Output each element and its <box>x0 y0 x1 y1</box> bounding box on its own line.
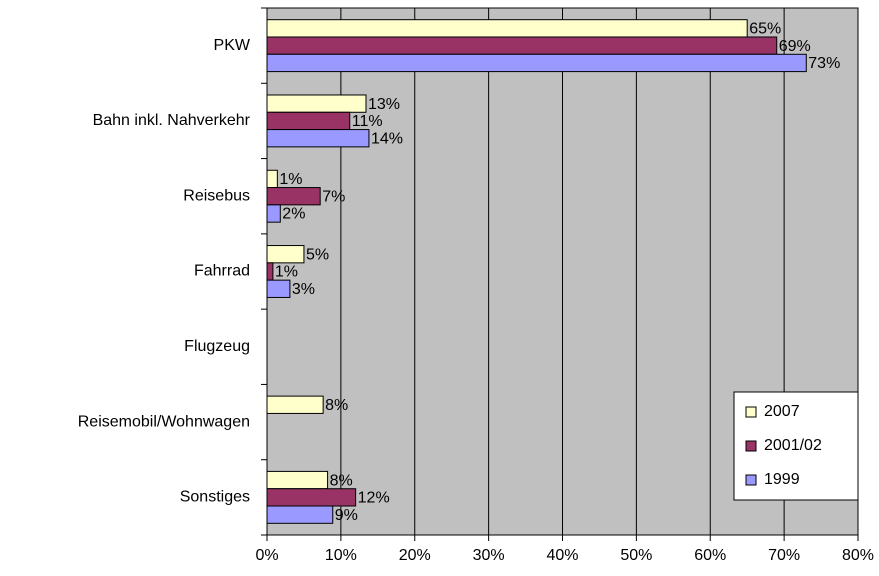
bar <box>266 129 370 148</box>
x-tick-label: 10% <box>325 547 357 564</box>
bar <box>266 53 807 73</box>
data-label: 3% <box>292 281 315 298</box>
data-label: 65% <box>749 21 781 38</box>
x-tick-label: 70% <box>768 547 800 564</box>
y-tick-label: Reisebus <box>183 187 250 204</box>
data-label: 5% <box>306 246 329 263</box>
x-tick-label: 60% <box>694 547 726 564</box>
data-label: 69% <box>779 38 811 55</box>
legend-swatch <box>745 406 757 418</box>
bar <box>266 279 291 298</box>
x-tick-label: 20% <box>399 547 431 564</box>
data-label: 1% <box>275 264 298 281</box>
x-tick-label: 0% <box>255 547 278 564</box>
bar <box>266 262 274 281</box>
y-tick-label: Flugzeug <box>184 338 250 355</box>
y-tick-label: Reisemobil/Wohnwagen <box>78 413 250 430</box>
bar <box>266 245 305 264</box>
legend-swatch <box>745 474 757 486</box>
data-label: 2% <box>282 206 305 223</box>
bar <box>266 111 351 131</box>
legend-swatch <box>745 440 757 452</box>
x-tick-label: 40% <box>546 547 578 564</box>
legend-label: 2001/02 <box>764 437 822 454</box>
data-label: 9% <box>335 507 358 524</box>
y-tick-label: Bahn inkl. Nahverkehr <box>93 112 251 129</box>
bar <box>266 204 281 223</box>
bar <box>266 36 778 55</box>
data-label: 7% <box>322 188 345 205</box>
x-tick-label: 30% <box>473 547 505 564</box>
y-tick-label: PKW <box>214 37 251 54</box>
x-tick-label: 80% <box>842 547 874 564</box>
bar <box>266 505 334 524</box>
data-label: 73% <box>808 55 840 72</box>
data-label: 13% <box>368 96 400 113</box>
bar <box>266 395 324 414</box>
y-tick-label: Fahrrad <box>194 263 250 280</box>
data-label: 12% <box>358 490 390 507</box>
y-tick-label: Sonstiges <box>180 489 250 506</box>
bar <box>266 94 367 113</box>
bar <box>266 19 748 38</box>
legend-label: 1999 <box>764 471 800 488</box>
bar <box>266 488 357 507</box>
legend-label: 2007 <box>764 403 800 420</box>
data-label: 8% <box>330 472 353 489</box>
x-tick-label: 50% <box>620 547 652 564</box>
bar <box>266 169 278 189</box>
data-label: 14% <box>371 130 403 147</box>
data-label: 1% <box>279 171 302 188</box>
bar <box>266 470 329 490</box>
bar <box>266 187 321 206</box>
data-label: 11% <box>352 113 383 130</box>
data-label: 8% <box>325 397 348 414</box>
